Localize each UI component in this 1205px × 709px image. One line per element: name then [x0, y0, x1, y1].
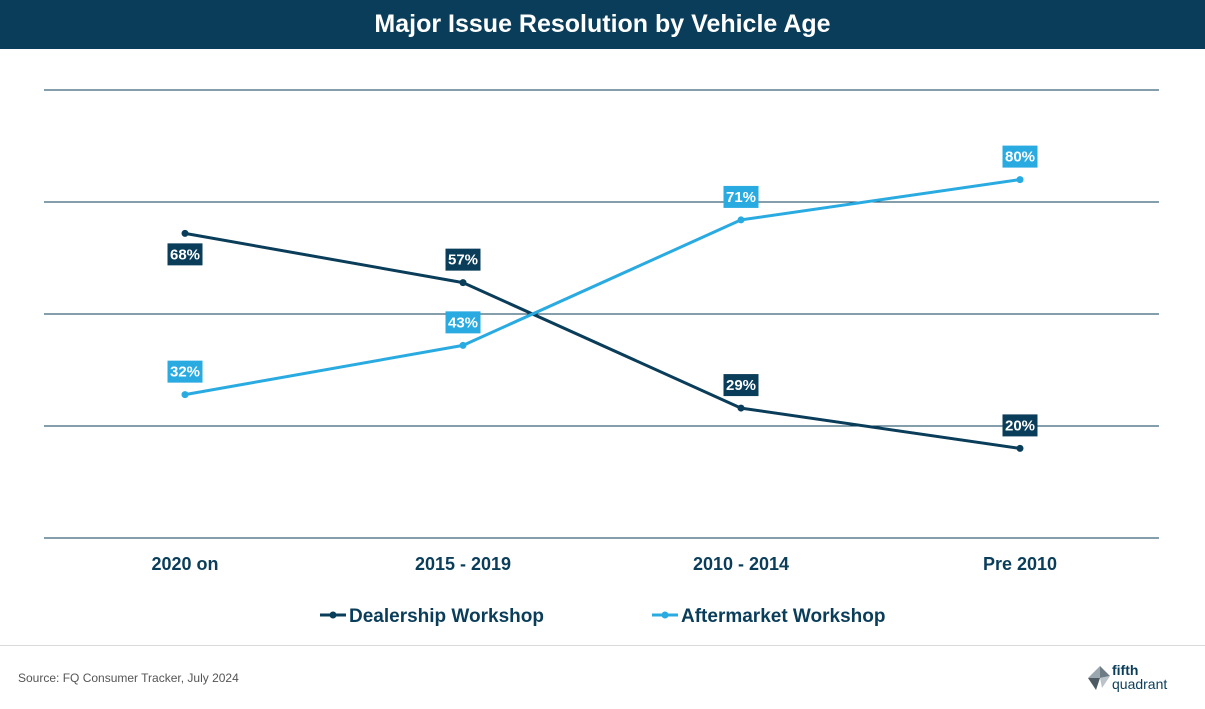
series-lines — [184, 178, 1021, 450]
svg-text:Dealership Workshop: Dealership Workshop — [349, 606, 544, 627]
data-point — [1016, 176, 1024, 184]
fifth-quadrant-logo: fifth quadrant — [1086, 660, 1196, 698]
svg-text:32%: 32% — [170, 364, 200, 381]
x-axis-tick-labels: 2020 on 2015 - 2019 2010 - 2014 Pre 2010 — [151, 554, 1057, 574]
legend-item: Dealership Workshop — [320, 606, 544, 627]
data-point — [737, 404, 745, 412]
data-point — [1016, 444, 1024, 452]
logo-mark-icon — [1088, 666, 1110, 690]
data-point — [459, 279, 467, 287]
source-note: Source: FQ Consumer Tracker, July 2024 — [18, 671, 239, 685]
svg-text:71%: 71% — [726, 189, 756, 206]
data-label: 29% — [723, 374, 759, 397]
x-tick-label: 2015 - 2019 — [415, 554, 511, 574]
chart-title: Major Issue Resolution by Vehicle Age — [0, 0, 1205, 49]
data-point — [181, 229, 189, 237]
data-label: 32% — [167, 360, 203, 383]
legend-item: Aftermarket Workshop — [652, 606, 885, 627]
data-point — [737, 216, 745, 224]
data-point — [181, 391, 189, 399]
x-tick-label: 2020 on — [151, 554, 218, 574]
logo-word-quadrant: quadrant — [1112, 676, 1168, 692]
data-labels: 68% 57% 29% 20% 32% 43% 71% 80% — [167, 145, 1038, 437]
data-points — [181, 176, 1024, 452]
svg-text:Aftermarket Workshop: Aftermarket Workshop — [681, 606, 885, 627]
data-label: 20% — [1002, 414, 1038, 437]
data-point — [459, 341, 467, 349]
gridlines — [44, 89, 1159, 539]
data-label: 57% — [445, 248, 481, 271]
data-label: 43% — [445, 311, 481, 334]
x-tick-label: 2010 - 2014 — [693, 554, 789, 574]
logo-word-fifth: fifth — [1112, 662, 1139, 678]
line-chart: 68% 57% 29% 20% 32% 43% 71% 80% 2020 on 2015 - 2… — [44, 89, 1159, 627]
data-label: 68% — [167, 243, 203, 266]
svg-text:29%: 29% — [726, 377, 756, 394]
footer-divider — [0, 645, 1205, 646]
svg-text:43%: 43% — [448, 314, 478, 331]
svg-text:20%: 20% — [1005, 417, 1035, 434]
series-line — [184, 231, 1021, 450]
series-line — [184, 178, 1021, 397]
svg-text:80%: 80% — [1005, 149, 1035, 166]
data-label: 71% — [723, 185, 759, 208]
svg-text:57%: 57% — [448, 252, 478, 269]
x-tick-label: Pre 2010 — [983, 554, 1057, 574]
legend: Dealership Workshop Aftermarket Workshop — [320, 606, 885, 627]
svg-text:68%: 68% — [170, 246, 200, 263]
data-label: 80% — [1002, 145, 1038, 168]
